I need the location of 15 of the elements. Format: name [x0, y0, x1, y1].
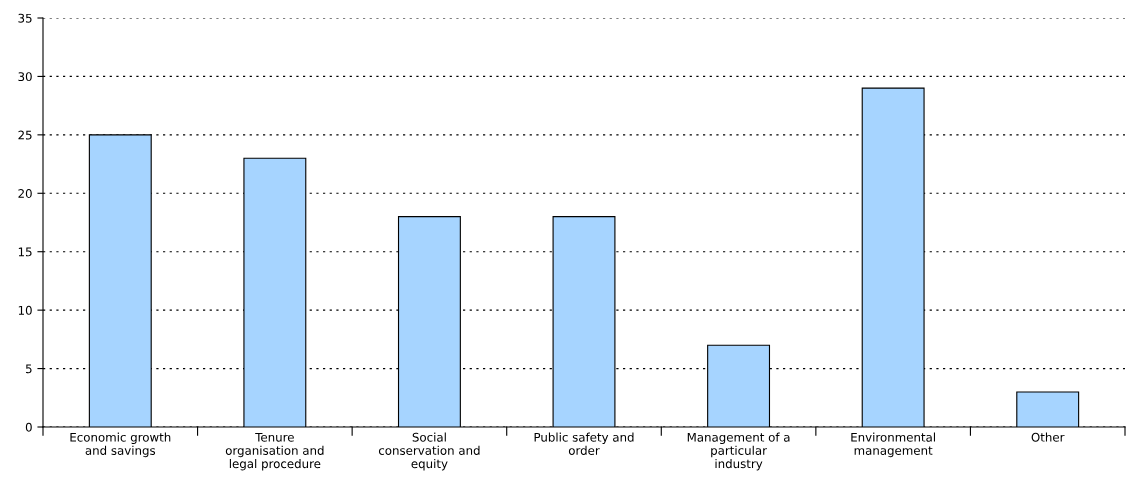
- y-tick-label: 35: [18, 13, 32, 23]
- y-tick-label: 5: [25, 364, 32, 374]
- x-tick-label: Environmental management: [851, 432, 935, 458]
- y-tick-label: 10: [18, 305, 32, 315]
- y-tick-label: 15: [18, 247, 32, 257]
- x-tick-label: Social conservation and equity: [378, 432, 480, 471]
- x-tick-label: Public safety and order: [534, 432, 634, 455]
- y-tick-label: 30: [18, 72, 32, 82]
- y-tick-label: 0: [25, 422, 32, 432]
- y-tick-label: 25: [18, 130, 32, 140]
- x-tick-label: Economic growth and savings: [70, 432, 171, 458]
- x-tick-label: Tenure organisation and legal procedure: [225, 432, 324, 471]
- y-tick-label: 20: [18, 189, 32, 198]
- x-tick-label: Other: [1031, 432, 1065, 442]
- x-tick-label: Management of a particular industry: [687, 432, 790, 471]
